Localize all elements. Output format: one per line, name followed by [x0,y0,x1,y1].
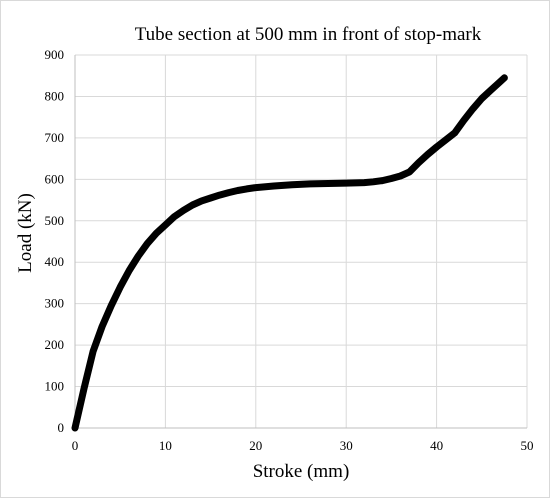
y-tick-label: 900 [45,47,65,62]
tick-labels: 0 100 200 300 400 500 600 700 800 900 0 10 20 30 40 50 [45,47,534,453]
series-line-0 [71,74,508,432]
y-tick-label: 100 [45,379,65,394]
y-tick-label: 700 [45,130,65,145]
x-tick-label: 0 [72,438,79,453]
y-tick-label: 200 [45,337,65,352]
y-axis-label: Load (kN) [15,193,36,273]
y-tick-label: 400 [45,254,65,269]
x-tick-label: 50 [521,438,534,453]
series-layer [71,74,508,432]
x-axis-label: Stroke (mm) [253,461,350,482]
axes [74,55,527,429]
x-tick-label: 40 [430,438,443,453]
grid [75,54,528,428]
y-tick-label: 300 [45,296,65,311]
x-tick-label: 20 [249,438,262,453]
chart-title: Tube section at 500 mm in front of stop-… [135,24,482,45]
x-tick-label: 30 [340,438,353,453]
x-tick-label: 10 [159,438,172,453]
y-tick-label: 600 [45,171,65,186]
y-tick-label: 500 [45,213,65,228]
y-tick-label: 0 [58,420,65,435]
y-tick-label: 800 [45,88,65,103]
